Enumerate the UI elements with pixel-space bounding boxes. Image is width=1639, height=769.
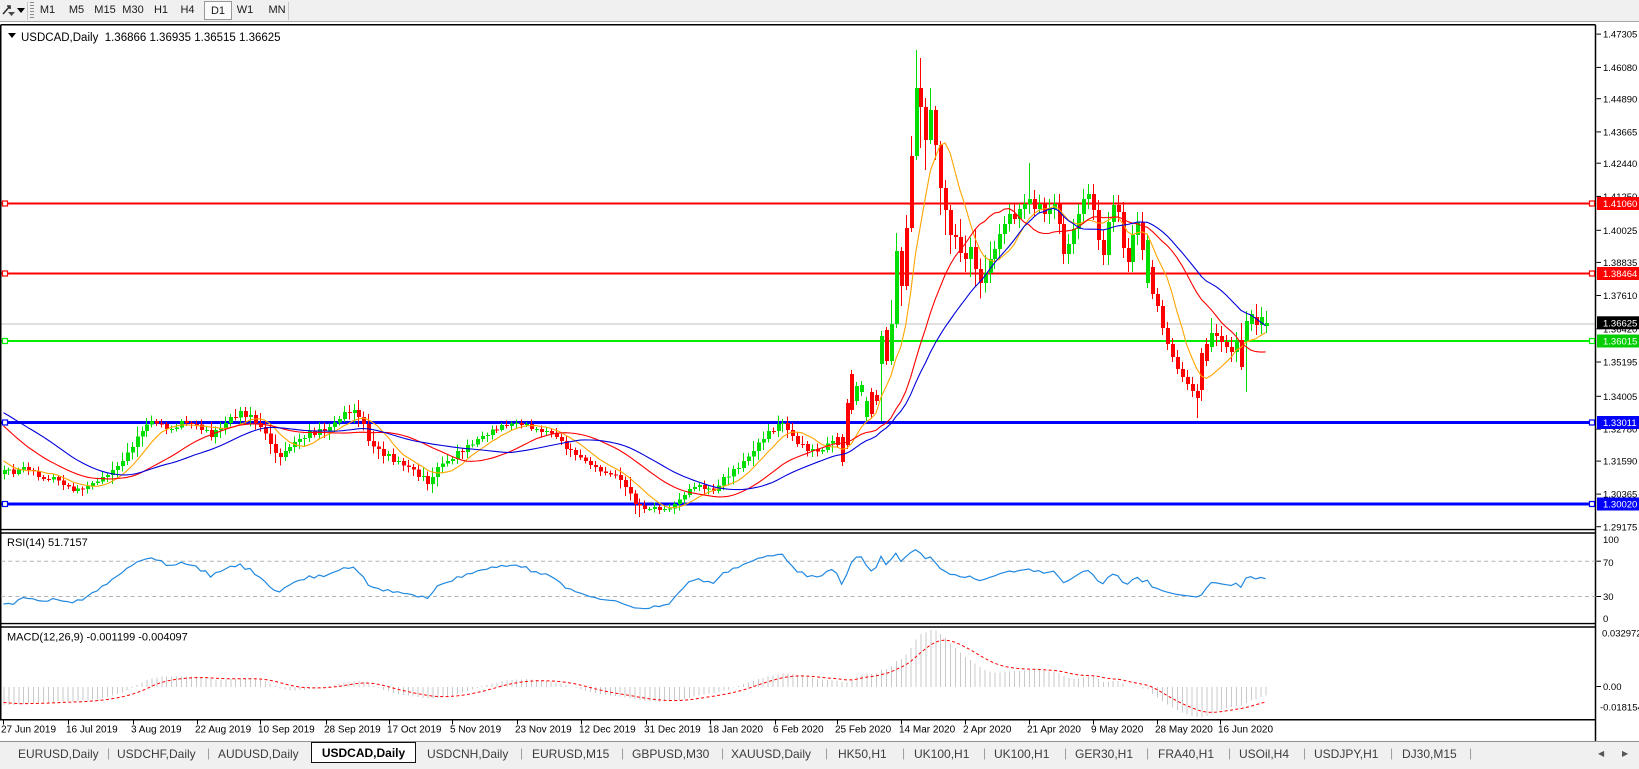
svg-text:1.36625: 1.36625 [1603, 318, 1637, 329]
svg-text:2 Apr 2020: 2 Apr 2020 [963, 725, 1012, 736]
svg-text:1.43665: 1.43665 [1603, 128, 1637, 139]
svg-text:USDCAD,Daily 1.36866 1.36935: USDCAD,Daily 1.36866 1.36935 1.36515 1.3… [21, 32, 281, 44]
svg-text:6 Feb 2020: 6 Feb 2020 [773, 725, 824, 736]
svg-text:25 Feb 2020: 25 Feb 2020 [835, 725, 892, 736]
svg-text:1.30020: 1.30020 [1603, 500, 1637, 511]
svg-text:1.32780: 1.32780 [1603, 425, 1637, 436]
svg-text:1.35195: 1.35195 [1603, 358, 1637, 369]
svg-text:1.30365: 1.30365 [1603, 490, 1637, 501]
svg-text:5 Nov 2019: 5 Nov 2019 [450, 725, 502, 736]
svg-text:22 Aug 2019: 22 Aug 2019 [195, 725, 252, 736]
svg-text:1.38464: 1.38464 [1603, 269, 1637, 280]
svg-text:0.032972: 0.032972 [1602, 629, 1639, 640]
svg-text:1.42440: 1.42440 [1603, 159, 1637, 170]
svg-text:MACD(12,26,9) -0.001199 -0.004: MACD(12,26,9) -0.001199 -0.004097 [7, 632, 188, 644]
svg-text:10 Sep 2019: 10 Sep 2019 [258, 725, 315, 736]
svg-text:12 Dec 2019: 12 Dec 2019 [579, 725, 636, 736]
svg-text:1.47305: 1.47305 [1603, 30, 1637, 41]
svg-text:14 Mar 2020: 14 Mar 2020 [899, 725, 956, 736]
svg-text:1.33011: 1.33011 [1603, 418, 1637, 429]
svg-text:16 Jun 2020: 16 Jun 2020 [1218, 725, 1273, 736]
svg-text:1.38835: 1.38835 [1603, 258, 1637, 269]
svg-text:23 Nov 2019: 23 Nov 2019 [515, 725, 572, 736]
svg-text:100: 100 [1603, 535, 1619, 546]
svg-text:70: 70 [1603, 558, 1614, 569]
svg-text:1.31590: 1.31590 [1603, 457, 1637, 468]
svg-text:3 Aug 2019: 3 Aug 2019 [131, 725, 182, 736]
svg-text:-0.018154: -0.018154 [1600, 703, 1639, 714]
svg-text:1.34005: 1.34005 [1603, 392, 1637, 403]
svg-text:RSI(14) 51.7157: RSI(14) 51.7157 [7, 537, 88, 549]
svg-text:1.36015: 1.36015 [1603, 337, 1637, 348]
svg-text:21 Apr 2020: 21 Apr 2020 [1027, 725, 1081, 736]
svg-text:18 Jan 2020: 18 Jan 2020 [708, 725, 763, 736]
svg-text:1.44890: 1.44890 [1603, 94, 1637, 105]
svg-text:1.40025: 1.40025 [1603, 226, 1637, 237]
svg-text:1.37610: 1.37610 [1603, 291, 1637, 302]
svg-text:1.46080: 1.46080 [1603, 63, 1637, 74]
svg-text:28 Sep 2019: 28 Sep 2019 [324, 725, 381, 736]
svg-text:28 May 2020: 28 May 2020 [1155, 725, 1213, 736]
svg-text:27 Jun 2019: 27 Jun 2019 [1, 725, 56, 736]
svg-text:9 May 2020: 9 May 2020 [1091, 725, 1144, 736]
svg-text:31 Dec 2019: 31 Dec 2019 [644, 725, 701, 736]
svg-text:17 Oct 2019: 17 Oct 2019 [387, 725, 442, 736]
svg-text:0: 0 [1603, 614, 1608, 625]
svg-text:16 Jul 2019: 16 Jul 2019 [66, 725, 118, 736]
svg-text:1.36420: 1.36420 [1603, 324, 1637, 335]
svg-text:0.00: 0.00 [1603, 682, 1622, 693]
svg-text:1.41060: 1.41060 [1603, 199, 1637, 210]
svg-text:1.29175: 1.29175 [1603, 522, 1637, 533]
svg-text:30: 30 [1603, 592, 1614, 603]
